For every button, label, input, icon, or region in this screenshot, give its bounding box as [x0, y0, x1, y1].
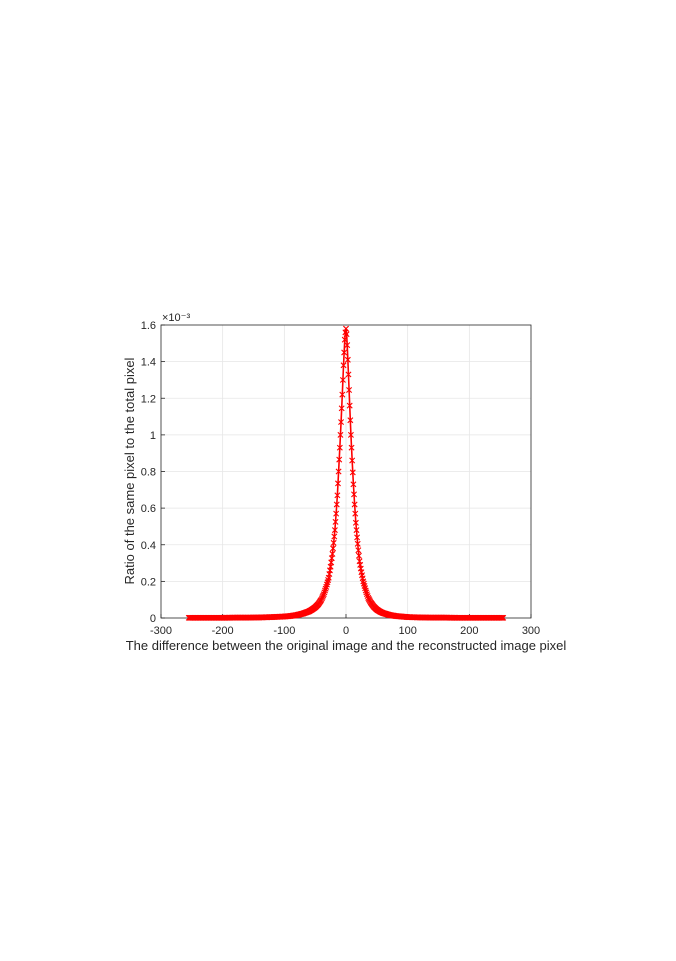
data-point-marker — [352, 510, 359, 517]
data-point-marker — [341, 336, 348, 343]
data-point-marker — [354, 534, 361, 541]
data-point-marker — [338, 419, 345, 426]
data-point-marker — [355, 547, 362, 554]
data-point-marker — [340, 362, 347, 369]
data-point-marker — [338, 405, 345, 412]
data-point-marker — [339, 391, 346, 398]
y-tick-label: 1.6 — [141, 320, 156, 332]
y-tick-label: 0.2 — [141, 576, 156, 588]
data-point-marker — [355, 552, 362, 559]
y-tick-label: 1.2 — [141, 393, 156, 405]
data-point-marker — [330, 539, 337, 546]
data-point-marker — [333, 510, 340, 517]
data-point-marker — [349, 469, 356, 476]
data-point-marker — [352, 519, 359, 526]
data-point-marker — [344, 356, 351, 363]
y-tick-label: 0.6 — [141, 503, 156, 515]
data-point-marker — [344, 342, 351, 349]
data-point-marker — [350, 481, 357, 488]
y-tick-label: 1 — [150, 430, 156, 442]
x-tick-label: 0 — [343, 625, 349, 637]
data-point-marker — [351, 491, 358, 498]
data-point-marker — [363, 591, 370, 598]
data-point-marker — [343, 325, 349, 332]
data-point-marker — [349, 457, 356, 464]
data-point-marker — [346, 387, 353, 393]
x-tick-label: -200 — [212, 625, 234, 637]
data-point-marker — [329, 550, 336, 557]
data-point-marker — [330, 545, 337, 552]
data-point-marker — [346, 402, 353, 409]
y-exponent-label: ×10⁻³ — [162, 312, 190, 324]
data-point-marker — [348, 444, 355, 451]
data-point-marker — [333, 501, 340, 508]
data-point-marker — [334, 480, 341, 487]
grid-layer — [161, 325, 531, 618]
data-point-marker — [347, 417, 354, 424]
y-tick-label: 0.8 — [141, 467, 156, 479]
data-point-marker — [341, 349, 348, 356]
data-point-marker — [335, 468, 342, 475]
data-point-marker — [322, 585, 329, 592]
data-point-marker — [345, 371, 352, 378]
y-tick-label: 0.4 — [141, 540, 156, 552]
x-tick-label: 300 — [522, 625, 540, 637]
data-point-marker — [500, 614, 507, 621]
x-axis-label: The difference between the original imag… — [126, 638, 567, 653]
tick-layer: -300 -200 -100 0 100 200 300 0 0.2 0.4 0.6 0.8 1 1.2 1… — [141, 320, 540, 637]
x-tick-label: -100 — [273, 625, 295, 637]
data-point-marker — [336, 456, 343, 463]
data-point-marker — [353, 527, 360, 534]
data-point-marker — [339, 376, 346, 383]
data-point-marker — [354, 540, 361, 547]
data-point-marker — [332, 518, 339, 525]
data-point-marker — [347, 431, 354, 438]
x-tick-label: -300 — [150, 625, 172, 637]
data-point-marker — [331, 533, 338, 540]
data-point-marker — [322, 587, 329, 594]
data-point-marker — [331, 527, 338, 534]
data-point-marker — [334, 492, 341, 499]
data-point-marker — [337, 431, 344, 438]
series-layer — [185, 325, 507, 621]
data-point-marker — [320, 591, 327, 598]
data-point-marker — [363, 589, 370, 596]
x-tick-label: 100 — [398, 625, 416, 637]
data-point-marker — [321, 589, 328, 596]
data-point-marker — [336, 444, 343, 451]
y-tick-label: 0 — [150, 613, 156, 625]
y-axis-label: Ratio of the same pixel to the total pix… — [122, 357, 137, 584]
data-point-marker — [343, 331, 350, 338]
data-point-marker — [362, 587, 369, 594]
data-point-marker — [351, 501, 358, 508]
x-tick-label: 200 — [460, 625, 478, 637]
y-tick-label: 1.4 — [141, 357, 156, 369]
